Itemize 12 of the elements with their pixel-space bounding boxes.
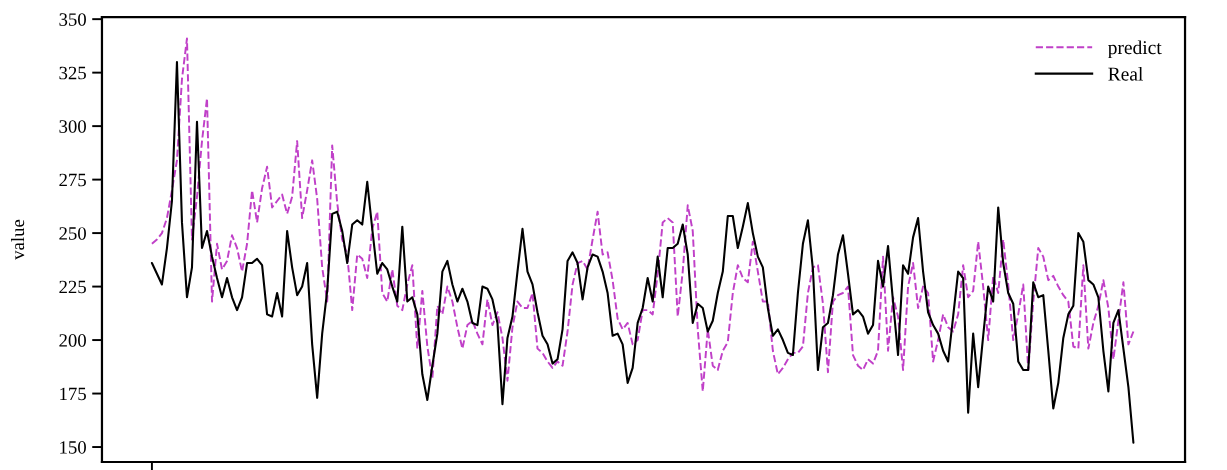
y-tick-label: 275 [59,173,86,187]
y-tick-label: 300 [59,120,86,133]
y-tick-label: 250 [59,227,86,240]
y-tick-label: 325 [59,66,86,80]
y-axis-title: value [11,219,25,260]
legend-label: Real [1108,66,1143,81]
y-tick-label: 200 [59,334,86,347]
y-tick-label: 350 [59,13,86,26]
legend-label: predict [1108,40,1162,59]
y-tick-label: 150 [60,441,86,454]
y-tick-label: 225 [59,280,86,294]
y-tick-label: 175 [60,387,86,401]
